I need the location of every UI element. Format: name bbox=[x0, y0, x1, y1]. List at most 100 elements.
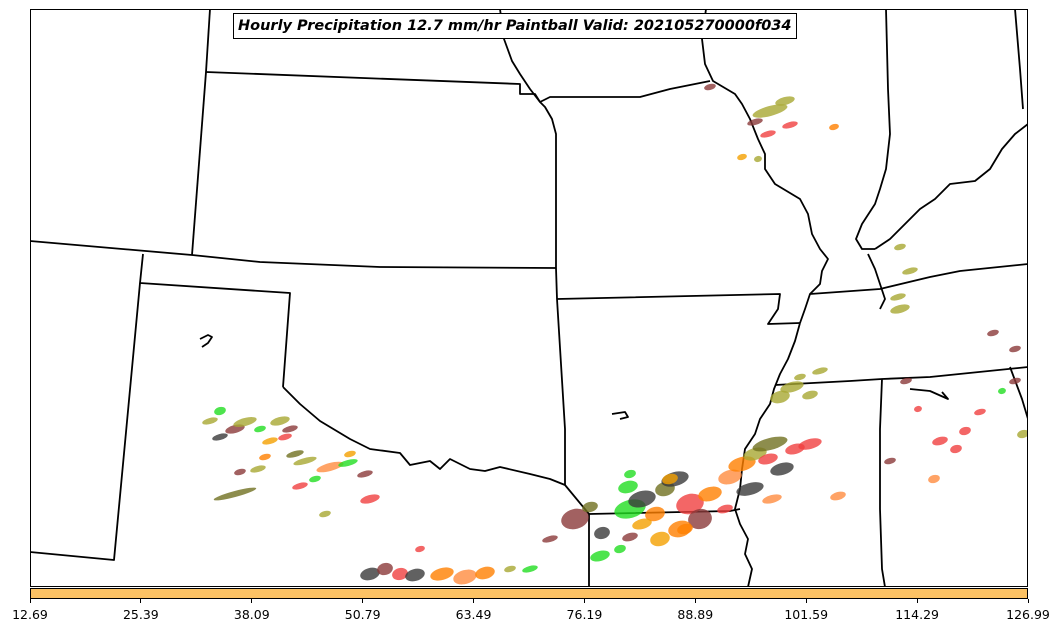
precip-blob bbox=[1017, 429, 1028, 439]
precip-blob bbox=[884, 457, 896, 465]
border-mississippi-river-south bbox=[734, 322, 801, 587]
precip-blob bbox=[704, 83, 716, 91]
border-kansas-west bbox=[191, 71, 207, 256]
precip-blob bbox=[614, 544, 626, 554]
precip-blob bbox=[812, 367, 828, 375]
border-texas-arkansas bbox=[564, 484, 590, 587]
border-missouri-arkansas bbox=[556, 293, 801, 325]
precip-blob bbox=[890, 304, 910, 314]
map-canvas bbox=[30, 9, 1028, 587]
colorbar-tick bbox=[805, 599, 807, 603]
border-ohio-river bbox=[874, 123, 1028, 250]
precip-blob bbox=[752, 436, 788, 452]
colorbar-tick-label: 12.69 bbox=[12, 607, 48, 622]
precip-blob bbox=[582, 501, 598, 513]
colorbar-tick-label: 38.09 bbox=[233, 607, 270, 622]
precip-blob bbox=[344, 450, 356, 458]
precip-blob bbox=[632, 518, 652, 530]
precip-blob bbox=[1009, 345, 1021, 353]
precip-blob bbox=[932, 436, 948, 446]
precip-blob bbox=[650, 531, 670, 547]
precip-blob bbox=[293, 456, 317, 466]
precip-blob bbox=[590, 550, 610, 562]
precip-blob bbox=[775, 96, 795, 106]
precip-blob bbox=[213, 487, 257, 501]
precip-blob bbox=[718, 469, 742, 485]
border-kansas-missouri bbox=[539, 101, 557, 268]
border-nebraska-kansas bbox=[205, 71, 541, 103]
precip-blob bbox=[758, 453, 778, 465]
precip-blob bbox=[794, 373, 806, 381]
colorbar-tick-label: 126.99 bbox=[1006, 607, 1050, 622]
colorbar-tick bbox=[473, 599, 475, 603]
precip-blob bbox=[928, 474, 940, 484]
precip-blob bbox=[780, 381, 804, 393]
precip-blob bbox=[282, 425, 298, 433]
precip-blob bbox=[453, 569, 477, 585]
precip-blob bbox=[254, 425, 266, 433]
precip-blob bbox=[628, 490, 656, 508]
precip-blob bbox=[392, 567, 408, 581]
precip-blob bbox=[890, 293, 906, 301]
border-oklahoma-texas-red-river bbox=[282, 386, 566, 486]
border-kansas-south bbox=[30, 240, 557, 269]
precip-blob bbox=[357, 470, 373, 478]
precip-blob bbox=[688, 508, 712, 530]
precip-blob bbox=[762, 494, 782, 504]
precip-blob bbox=[959, 426, 971, 436]
map-panel bbox=[30, 9, 1028, 587]
precip-blob bbox=[754, 155, 762, 163]
precip-blob bbox=[405, 568, 425, 582]
precip-blob bbox=[802, 390, 818, 400]
precip-blob bbox=[430, 567, 454, 581]
border-missouri-iowa bbox=[499, 9, 711, 103]
colorbar-tick bbox=[694, 599, 696, 603]
border-illinois-indiana bbox=[855, 9, 891, 250]
precip-blob bbox=[522, 565, 538, 573]
precip-blob bbox=[998, 387, 1006, 395]
precip-blob bbox=[319, 510, 331, 518]
border-indiana-ohio bbox=[1014, 9, 1024, 110]
precip-blob bbox=[830, 491, 846, 501]
border-oklahoma-panhandle bbox=[139, 253, 291, 388]
precip-blob bbox=[900, 377, 912, 385]
precip-blob bbox=[202, 417, 218, 425]
colorbar-tick bbox=[29, 599, 31, 603]
state-borders bbox=[30, 9, 1028, 587]
precip-blob bbox=[259, 453, 271, 461]
precip-blob bbox=[542, 535, 558, 543]
precip-blob bbox=[360, 567, 380, 581]
colorbar-tick-label: 76.19 bbox=[566, 607, 603, 622]
precip-blob bbox=[594, 526, 610, 540]
border-oklahoma-east bbox=[555, 267, 566, 485]
precip-blob bbox=[360, 494, 380, 504]
precip-blob bbox=[270, 416, 290, 426]
precip-blob bbox=[974, 408, 986, 416]
precip-blob bbox=[987, 329, 999, 337]
colorbar-tick bbox=[916, 599, 918, 603]
precip-blob bbox=[902, 267, 918, 275]
precip-blob bbox=[698, 486, 722, 502]
precip-blob bbox=[278, 433, 292, 441]
precip-blob bbox=[645, 506, 665, 522]
precip-blob bbox=[233, 417, 257, 427]
precip-blob bbox=[770, 390, 790, 404]
precip-blob bbox=[894, 243, 906, 251]
precip-blob bbox=[737, 153, 747, 161]
colorbar-tick-label: 50.79 bbox=[344, 607, 381, 622]
colorbar-tick bbox=[583, 599, 585, 603]
precip-blob bbox=[736, 482, 764, 496]
precip-blob bbox=[286, 450, 304, 458]
precip-blob bbox=[415, 545, 425, 553]
precip-blob bbox=[914, 405, 922, 413]
precip-blob bbox=[677, 523, 693, 535]
precip-blob bbox=[676, 493, 704, 515]
border-tennessee-river bbox=[867, 253, 886, 310]
precip-blob bbox=[1009, 377, 1021, 385]
colorbar-tick bbox=[140, 599, 142, 603]
precip-blob bbox=[798, 438, 822, 450]
precip-blob bbox=[829, 123, 839, 131]
precip-blob bbox=[338, 459, 358, 467]
precip-blob bbox=[212, 433, 228, 441]
precip-blob bbox=[309, 475, 321, 483]
